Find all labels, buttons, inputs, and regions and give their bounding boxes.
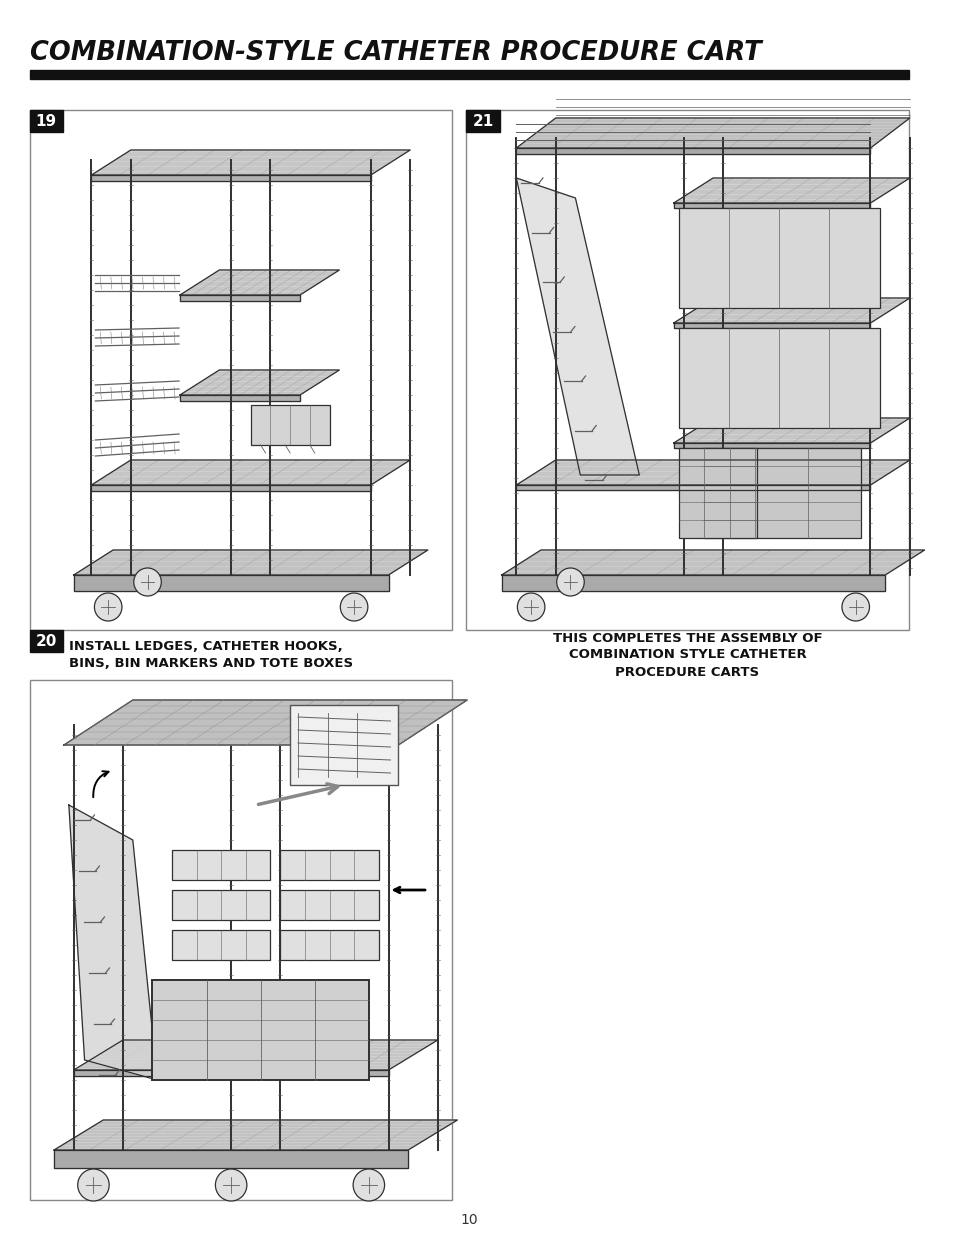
Bar: [30, 680, 452, 1200]
Polygon shape: [54, 1120, 456, 1150]
Bar: [678, 329, 880, 429]
Circle shape: [517, 593, 544, 621]
Polygon shape: [673, 417, 909, 443]
Bar: [678, 207, 880, 308]
Polygon shape: [91, 149, 410, 175]
Circle shape: [841, 593, 868, 621]
Polygon shape: [516, 178, 639, 475]
Bar: [172, 930, 271, 960]
Polygon shape: [180, 270, 339, 295]
Bar: [466, 110, 499, 132]
Polygon shape: [501, 576, 884, 592]
Polygon shape: [73, 1070, 388, 1076]
Polygon shape: [673, 324, 869, 329]
Polygon shape: [516, 148, 869, 154]
Bar: [152, 981, 369, 1079]
Bar: [678, 448, 757, 538]
Polygon shape: [180, 370, 339, 395]
Text: INSTALL LEDGES, CATHETER HOOKS,
BINS, BIN MARKERS AND TOTE BOXES: INSTALL LEDGES, CATHETER HOOKS, BINS, BI…: [69, 640, 353, 671]
Polygon shape: [69, 805, 157, 1079]
Circle shape: [215, 1170, 247, 1200]
Polygon shape: [73, 576, 388, 592]
Circle shape: [557, 568, 583, 597]
Polygon shape: [673, 443, 869, 448]
Bar: [280, 930, 378, 960]
Polygon shape: [516, 119, 909, 148]
Text: THIS COMPLETES THE ASSEMBLY OF
COMBINATION STYLE CATHETER
PROCEDURE CARTS: THIS COMPLETES THE ASSEMBLY OF COMBINATI…: [552, 631, 821, 678]
Bar: [30, 630, 63, 652]
Polygon shape: [673, 298, 909, 324]
Bar: [280, 890, 378, 920]
Bar: [30, 110, 63, 132]
Bar: [172, 850, 271, 881]
Text: 21: 21: [472, 114, 493, 128]
Text: 20: 20: [35, 634, 57, 648]
Circle shape: [94, 593, 122, 621]
Circle shape: [133, 568, 161, 597]
Text: 10: 10: [460, 1213, 477, 1228]
Polygon shape: [501, 550, 923, 576]
Bar: [30, 70, 908, 79]
Polygon shape: [91, 459, 410, 485]
Bar: [251, 405, 329, 445]
Polygon shape: [91, 485, 371, 492]
Circle shape: [353, 1170, 384, 1200]
Bar: [702, 448, 860, 538]
Polygon shape: [73, 1040, 437, 1070]
Polygon shape: [673, 178, 909, 203]
Polygon shape: [64, 700, 467, 745]
Polygon shape: [180, 395, 299, 401]
Polygon shape: [54, 1150, 408, 1168]
Text: 19: 19: [35, 114, 57, 128]
Polygon shape: [516, 485, 869, 490]
Polygon shape: [673, 203, 869, 207]
Polygon shape: [180, 295, 299, 301]
Circle shape: [77, 1170, 109, 1200]
Text: COMBINATION-STYLE CATHETER PROCEDURE CART: COMBINATION-STYLE CATHETER PROCEDURE CAR…: [30, 40, 760, 65]
Polygon shape: [73, 550, 427, 576]
Bar: [30, 110, 452, 630]
Circle shape: [340, 593, 368, 621]
Polygon shape: [516, 459, 909, 485]
Bar: [280, 850, 378, 881]
Polygon shape: [91, 175, 371, 182]
Bar: [466, 110, 908, 630]
Bar: [290, 705, 398, 785]
Bar: [172, 890, 271, 920]
